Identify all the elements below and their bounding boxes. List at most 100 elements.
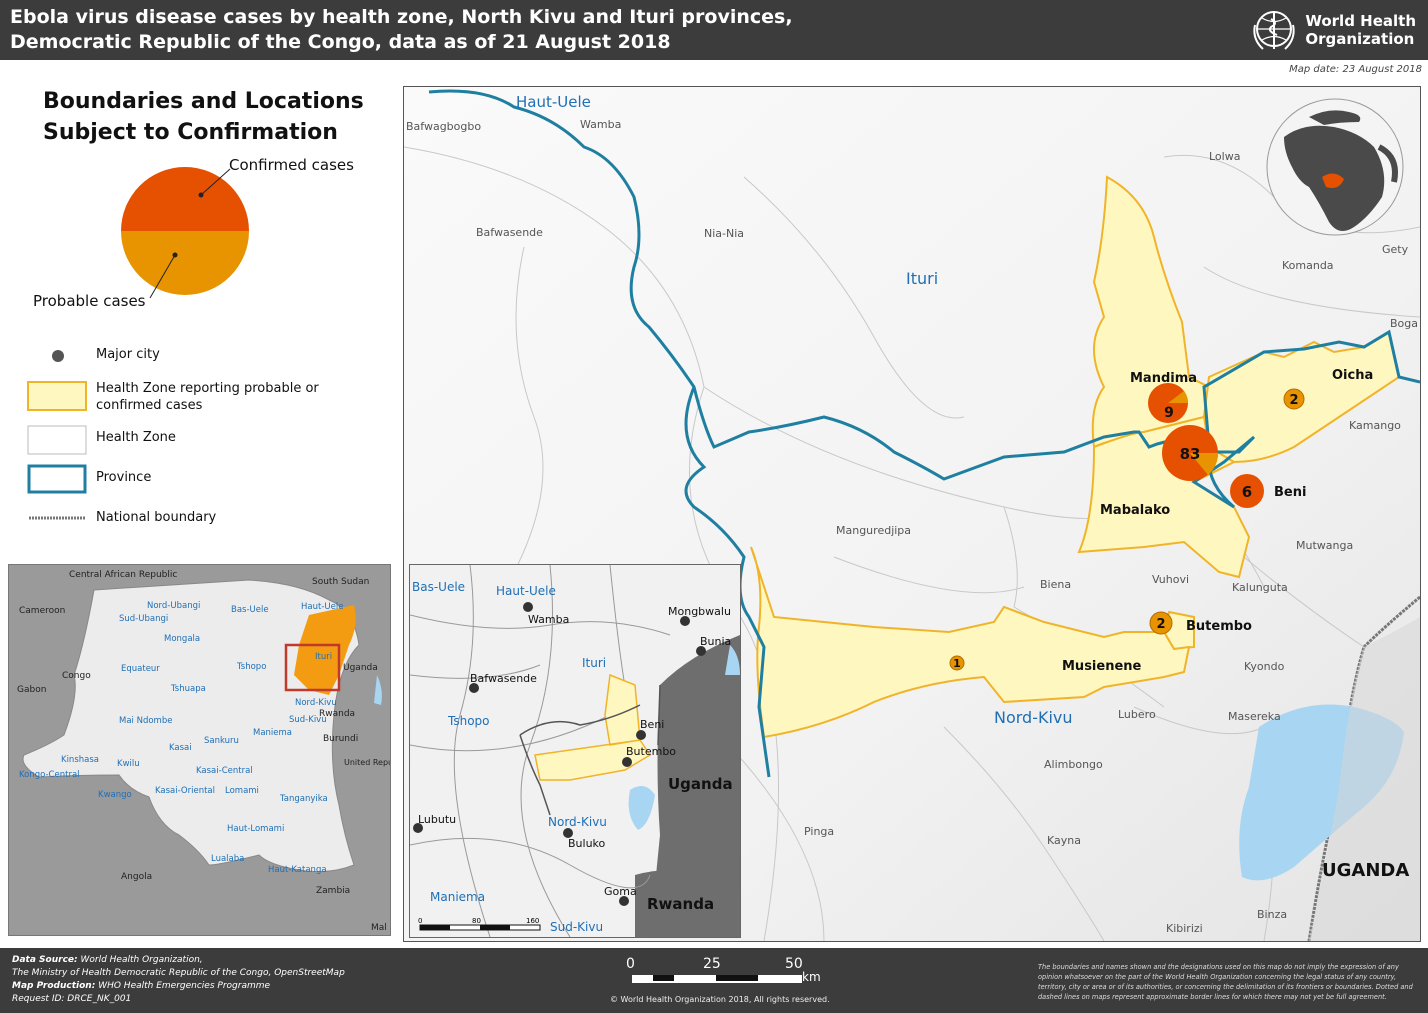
regional-scale-bar: 0 80 160 (418, 917, 541, 931)
legend-item-affected: Health Zone reporting probable or confir… (96, 381, 319, 413)
pie-oicha (1283, 388, 1305, 410)
inset-prov-kinshasa: Kinshasa (61, 755, 99, 765)
regional-rwanda: Rwanda (647, 895, 714, 913)
copyright: © World Health Organization 2018, All ri… (610, 995, 830, 1004)
pie-butembo (1149, 611, 1173, 635)
regional-lake (628, 786, 655, 830)
place-biena: Biena (1040, 578, 1071, 591)
place-kayna: Kayna (1047, 834, 1081, 847)
regional-scale-0: 0 (418, 917, 422, 925)
case-count-labels: 9 83 2 6 2 1 (953, 393, 1298, 670)
place-masereka: Masereka (1228, 710, 1281, 723)
regional-city-buluko: Buluko (568, 837, 606, 850)
inset-prov-haut-uele: Haut-Uele (301, 602, 343, 612)
regional-inset-svg: Bas-Uele Haut-Uele Ituri Tshopo Nord-Kiv… (410, 565, 740, 937)
inset-caf: Central African Republic (69, 570, 177, 580)
inset-prov-haut-katanga: Haut-Katanga (268, 865, 327, 875)
scale-50: 50 (785, 956, 803, 972)
legend-title-line-1: Boundaries and Locations (43, 89, 364, 114)
inset-angola: Angola (121, 872, 152, 882)
uganda-area (1309, 617, 1420, 941)
inset-burundi: Burundi (323, 734, 358, 744)
request-id: Request ID: DRCE_NK_001 (12, 994, 132, 1004)
count-mabalako: 83 (1180, 445, 1201, 463)
place-bafwasende: Bafwasende (476, 226, 543, 239)
header-bar: Ebola virus disease cases by health zone… (0, 0, 1428, 60)
inset-prov-bas-uele: Bas-Uele (231, 605, 269, 615)
inset-prov-kwilu: Kwilu (117, 759, 140, 769)
inset-affected-area (294, 605, 356, 695)
pie-mabalako (1162, 425, 1219, 481)
inset-prov-nord-ubangi: Nord-Ubangi (147, 601, 200, 611)
place-gety: Gety (1382, 243, 1409, 256)
place-lolwa: Lolwa (1209, 150, 1240, 163)
drc-inset-svg: Central African Republic South Sudan Cam… (9, 565, 390, 935)
inset-prov-sud-ubangi: Sud-Ubangi (119, 614, 168, 624)
inset-prov-tshopo: Tshopo (236, 662, 266, 672)
legend-symbols (27, 167, 249, 520)
legend-item-city: Major city (96, 347, 160, 362)
place-bafwagbogbo: Bafwagbogbo (406, 120, 481, 133)
place-alimbongo: Alimbongo (1044, 758, 1103, 771)
zone-musienene (750, 546, 1191, 739)
inset-prov-kwango: Kwango (98, 790, 132, 800)
inset-prov-kasai: Kasai (169, 743, 192, 753)
legend-probable-label: Probable cases (33, 292, 146, 310)
legend-title-line-2: Subject to Confirmation (43, 120, 338, 145)
legend-affected-swatch (27, 381, 87, 411)
place-kalunguta: Kalunguta (1232, 581, 1288, 594)
inset-prov-equateur: Equateur (121, 664, 160, 674)
inset-prov-mai-ndombe: Mai Ndombe (119, 716, 172, 726)
regional-city-butembo: Butembo (626, 745, 676, 758)
regional-prov-maniema: Maniema (430, 890, 485, 904)
source-text: World Health Organization, (80, 955, 203, 965)
inset-prov-kasai-oriental: Kasai-Oriental (155, 786, 215, 796)
inset-congo: Congo (62, 671, 91, 681)
regional-city-beni: Beni (640, 718, 664, 731)
regional-affected (534, 673, 652, 781)
place-kamango: Kamango (1349, 419, 1401, 432)
inset-prov-mongala: Mongala (164, 634, 200, 644)
place-vuhovi: Vuhovi (1152, 573, 1189, 586)
regional-prov-tshopo: Tshopo (447, 714, 490, 728)
place-names: Bafwagbogbo Wamba Lolwa Bafwasende Nia-N… (406, 118, 1418, 935)
inset-gabon: Gabon (17, 685, 46, 695)
pie-musienene (949, 655, 965, 671)
inset-lake (374, 675, 382, 705)
inset-prov-lomami: Lomami (225, 786, 259, 796)
regional-city-mongbwalu: Mongbwalu (668, 605, 731, 618)
main-map[interactable]: 9 83 2 6 2 1 Mandima Mabalako Oicha Beni… (403, 86, 1421, 942)
zone-label-beni: Beni (1274, 485, 1306, 500)
place-lubero: Lubero (1118, 708, 1156, 721)
place-kyondo: Kyondo (1244, 660, 1285, 673)
regional-city-dots (413, 602, 706, 906)
legend-title: Boundaries and Locations Subject to Conf… (43, 86, 364, 148)
legend-item-zone: Health Zone (96, 430, 176, 445)
regional-uganda: Uganda (668, 775, 733, 793)
place-wamba: Wamba (580, 118, 621, 131)
place-boga: Boga (1390, 317, 1418, 330)
globe-locator (1266, 98, 1404, 236)
zone-label-mabalako: Mabalako (1100, 503, 1170, 518)
regional-city-goma: Goma (604, 885, 637, 898)
count-musienene: 1 (953, 657, 961, 670)
legend-confirmed-half (121, 167, 249, 231)
legend: Boundaries and Locations Subject to Conf… (0, 60, 400, 560)
inset-prov-nord-kivu: Nord-Kivu (295, 698, 337, 708)
regional-prov-bas-uele: Bas-Uele (412, 580, 465, 594)
place-pinga: Pinga (804, 825, 834, 838)
inset-prov-tanganyika: Tanganyika (279, 794, 328, 804)
legend-city-dot (52, 350, 64, 362)
legend-zone-swatch (27, 425, 87, 455)
map-date: Map date: 23 August 2018 (1289, 64, 1422, 75)
province-names: Haut-Uele Ituri Nord-Kivu (516, 93, 1073, 727)
place-manguredjipa: Manguredjipa (836, 524, 911, 537)
regional-scale-160: 160 (526, 917, 539, 925)
regional-country-labels: Uganda Rwanda (647, 775, 733, 913)
count-beni: 6 (1242, 483, 1252, 501)
regional-prov-haut-uele: Haut-Uele (496, 584, 556, 598)
inset-prov-haut-lomami: Haut-Lomami (227, 824, 284, 834)
inset-prov-sud-kivu: Sud-Kivu (289, 715, 327, 725)
case-symbols (949, 383, 1305, 671)
inset-prov-maniema: Maniema (253, 728, 292, 738)
